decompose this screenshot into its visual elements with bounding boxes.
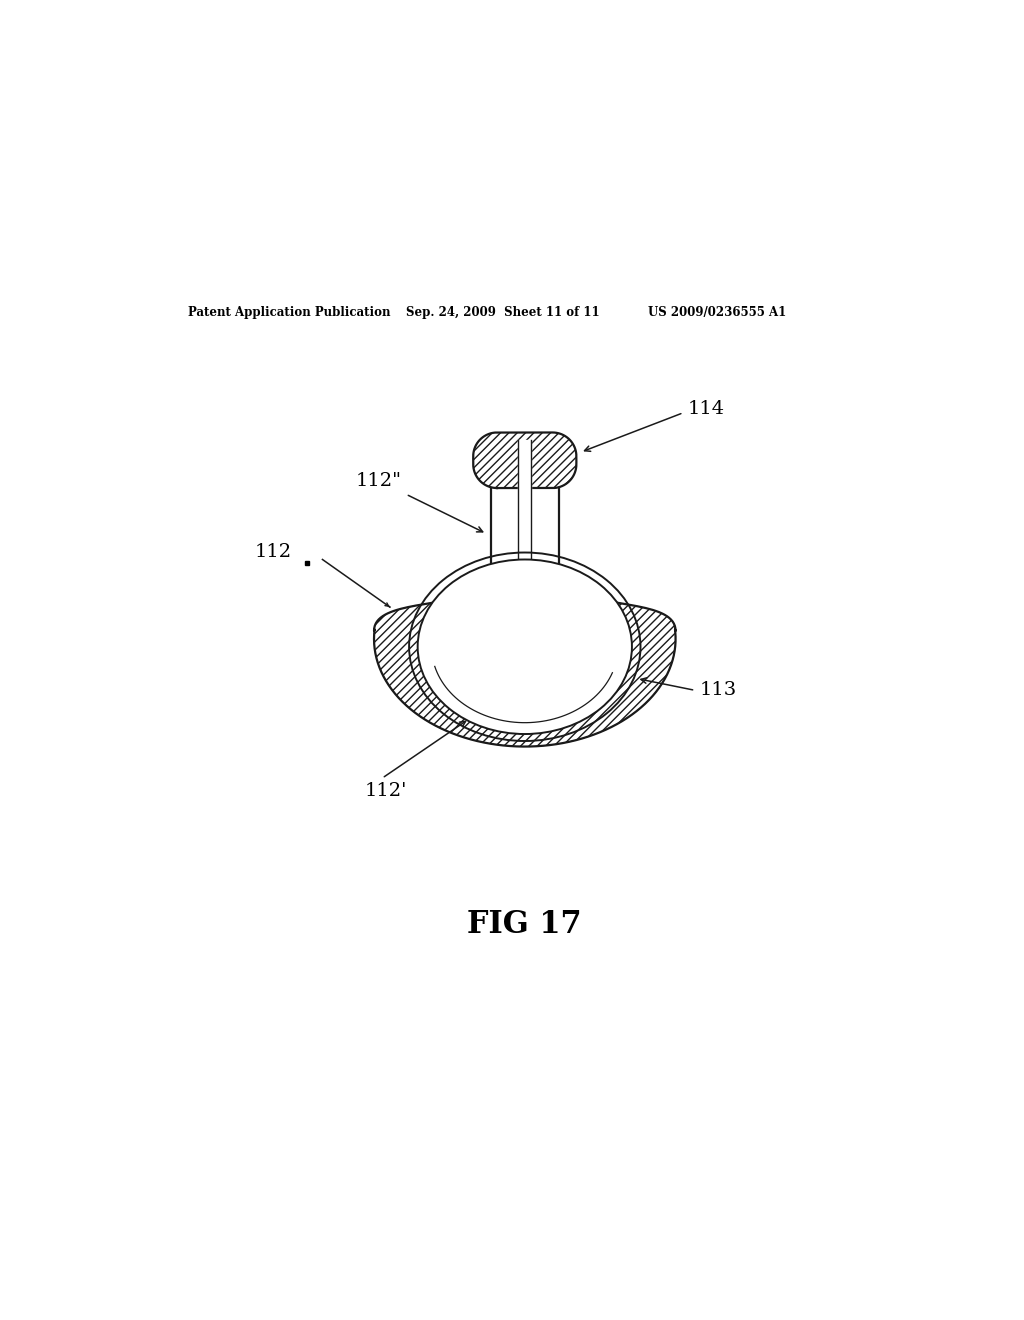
Text: 113: 113 xyxy=(699,681,736,700)
Text: 112': 112' xyxy=(365,783,408,800)
Polygon shape xyxy=(473,433,577,488)
Polygon shape xyxy=(490,488,559,579)
Text: Patent Application Publication: Patent Application Publication xyxy=(187,305,390,318)
Text: 112": 112" xyxy=(355,473,401,490)
Text: Sep. 24, 2009  Sheet 11 of 11: Sep. 24, 2009 Sheet 11 of 11 xyxy=(406,305,599,318)
Ellipse shape xyxy=(418,560,632,734)
Polygon shape xyxy=(374,579,676,747)
Text: 112: 112 xyxy=(255,543,292,561)
Text: FIG 17: FIG 17 xyxy=(468,909,582,940)
Text: US 2009/0236555 A1: US 2009/0236555 A1 xyxy=(648,305,786,318)
Text: 114: 114 xyxy=(687,400,725,417)
